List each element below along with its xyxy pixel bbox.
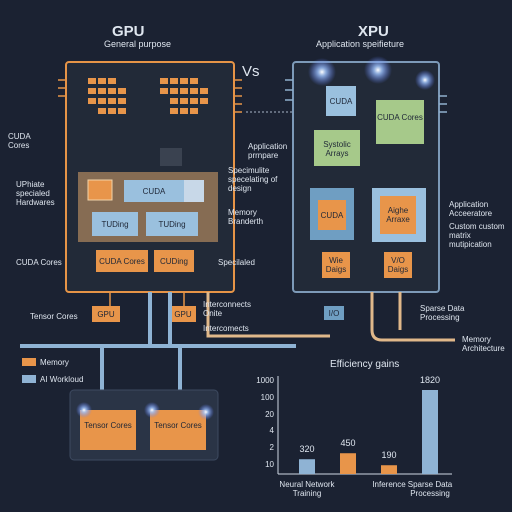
x-tick-label: Neural Network Training bbox=[279, 480, 335, 498]
block-label: GPU bbox=[97, 310, 115, 319]
gpu-pins bbox=[58, 79, 242, 306]
y-tick-label: 20 bbox=[265, 409, 274, 419]
block-label: CUDA bbox=[142, 187, 166, 196]
block-label: Tensor Cores bbox=[84, 421, 132, 430]
block-label: Wie Daigs bbox=[325, 256, 347, 274]
legend-swatch bbox=[22, 375, 36, 383]
glow bbox=[364, 56, 392, 84]
chip bbox=[160, 148, 182, 166]
label: UPhiate specialed Hardwares bbox=[16, 180, 55, 207]
label: Specilaled bbox=[218, 258, 255, 267]
data-label: 190 bbox=[381, 450, 397, 461]
grid-chip bbox=[87, 179, 113, 201]
block-label: V/O Daigs bbox=[387, 256, 409, 274]
block bbox=[322, 252, 350, 278]
block bbox=[124, 180, 184, 202]
bar bbox=[381, 465, 397, 474]
title: GPU bbox=[112, 23, 145, 40]
xpu-pins bbox=[285, 79, 447, 113]
label: Custom custom matrix mutipication bbox=[449, 222, 505, 249]
data-label: 1820 bbox=[419, 375, 441, 385]
bar bbox=[340, 453, 356, 474]
block bbox=[92, 212, 138, 236]
label: Sparse Data Processing bbox=[420, 304, 465, 322]
glow bbox=[198, 404, 214, 420]
block bbox=[326, 86, 356, 116]
block-label: CUDing bbox=[159, 257, 188, 266]
block bbox=[96, 250, 148, 272]
glow bbox=[415, 70, 435, 90]
label: Specimulite specelating of design bbox=[228, 166, 278, 193]
block bbox=[170, 306, 196, 322]
label: Memory Branderth bbox=[228, 208, 264, 226]
block bbox=[376, 100, 424, 144]
xpu-board bbox=[292, 61, 440, 293]
y-tick-label: 1000 bbox=[256, 376, 274, 385]
y-tick-label: 100 bbox=[260, 392, 274, 402]
x-tick-label: Inference bbox=[372, 480, 406, 489]
bar bbox=[299, 459, 315, 474]
block-label: CUDA Cores bbox=[99, 257, 145, 266]
block-label: CUDA bbox=[329, 97, 353, 106]
data-label: 450 bbox=[340, 438, 356, 449]
block-label: Systolic Arrays bbox=[323, 140, 351, 158]
block bbox=[314, 130, 360, 166]
block bbox=[184, 180, 204, 202]
legend-label: Memory bbox=[40, 358, 69, 367]
block bbox=[154, 250, 194, 272]
label: Interconnects Onite bbox=[203, 300, 252, 318]
block-label: TUDing bbox=[101, 220, 129, 229]
block-label: I/O bbox=[328, 309, 340, 318]
legend-swatch bbox=[22, 358, 36, 366]
title: XPU bbox=[358, 23, 389, 40]
glow bbox=[76, 402, 92, 418]
block bbox=[146, 212, 198, 236]
label: Tensor Cores bbox=[30, 312, 78, 321]
label: CUDA Cores bbox=[8, 132, 31, 150]
glow bbox=[144, 402, 160, 418]
gpu-core-grid bbox=[88, 78, 208, 114]
block bbox=[384, 252, 412, 278]
block bbox=[318, 200, 346, 230]
flow-pipes bbox=[20, 292, 296, 392]
label: Application Acceeratore bbox=[449, 200, 493, 218]
block bbox=[380, 196, 416, 234]
block bbox=[80, 410, 136, 450]
legend-label: AI Workloud bbox=[40, 375, 84, 384]
label: CUDA Cores bbox=[16, 258, 62, 267]
label: Memory Architecture bbox=[462, 335, 505, 353]
subtitle: General purpose bbox=[104, 39, 172, 49]
block-label: Aighe Arraxe bbox=[386, 206, 410, 224]
block bbox=[92, 306, 120, 322]
bar bbox=[422, 390, 438, 474]
label: Application prrnpare bbox=[248, 142, 288, 160]
subtitle: Application speifieture bbox=[316, 39, 405, 49]
label: Intercomects bbox=[203, 324, 249, 333]
block bbox=[150, 410, 206, 450]
x-tick-label: Sparse Data Processing bbox=[407, 480, 453, 498]
block-label: CUDA Cores bbox=[377, 113, 423, 122]
glow bbox=[308, 58, 336, 86]
data-label: 320 bbox=[299, 444, 315, 455]
y-tick-label: 2 bbox=[269, 443, 274, 453]
y-tick-label: 10 bbox=[265, 460, 274, 469]
block bbox=[324, 306, 344, 320]
y-tick-label: 4 bbox=[269, 426, 274, 436]
block-label: GPU bbox=[174, 310, 192, 319]
chart-title: Efficiency gains bbox=[330, 359, 400, 370]
block-label: CUDA bbox=[320, 211, 344, 220]
flow-pipes bbox=[206, 292, 455, 342]
block-label: TUDing bbox=[158, 220, 186, 229]
vs-label: Vs bbox=[242, 63, 260, 80]
block-label: Tensor Cores bbox=[154, 421, 202, 430]
